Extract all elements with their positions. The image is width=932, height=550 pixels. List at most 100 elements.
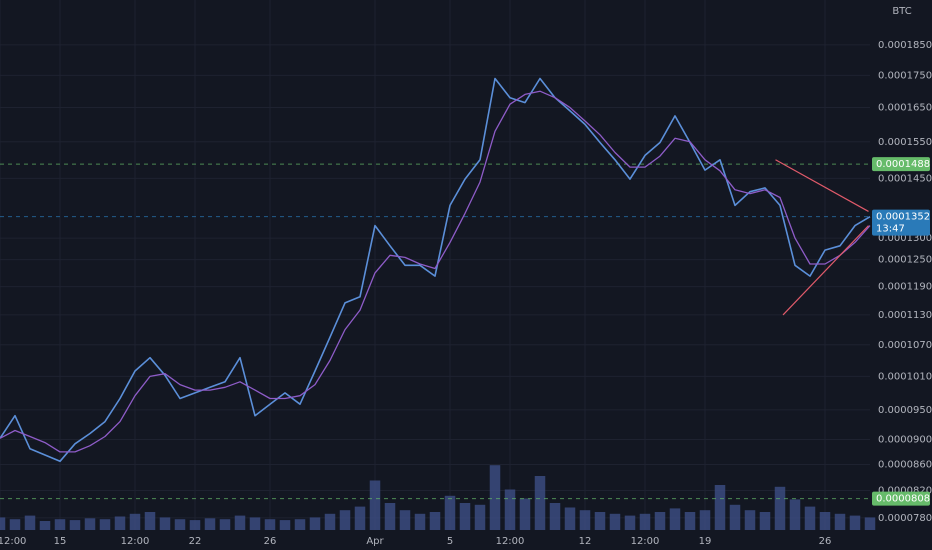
volume-bar xyxy=(114,516,126,530)
y-tick-label: 0.0001750 xyxy=(878,70,932,81)
volume-bar xyxy=(804,506,816,530)
volume-bar xyxy=(294,519,306,530)
volume-bar xyxy=(129,513,141,530)
volume-bar xyxy=(534,476,546,530)
volume-bar xyxy=(84,518,96,530)
volume-bar xyxy=(579,510,591,530)
volume-bar xyxy=(489,465,501,530)
volume-bar xyxy=(459,503,471,530)
volume-bar xyxy=(819,512,831,530)
volume-bar xyxy=(264,519,276,530)
volume-bar xyxy=(339,510,351,530)
volume-bar xyxy=(309,517,321,530)
volume-bar xyxy=(69,520,81,530)
volume-bar xyxy=(429,512,441,530)
volume-bar xyxy=(549,503,561,530)
volume-bar xyxy=(399,510,411,530)
x-tick-label: 12:00 xyxy=(631,536,660,547)
volume-bar xyxy=(444,495,456,530)
y-tick-label: 0.0001650 xyxy=(878,103,932,114)
volume-bar xyxy=(324,513,336,530)
y-tick-label: 0.0001010 xyxy=(878,371,932,382)
volume-bar xyxy=(789,499,801,530)
y-tick-label: 0.0001850 xyxy=(878,40,932,51)
volume-bar xyxy=(354,506,366,530)
price-tag-label: 0.0000808 xyxy=(876,494,930,505)
y-tick-label: 0.0001250 xyxy=(878,255,932,266)
y-tick-label: 0.0001190 xyxy=(878,282,932,293)
volume-bar xyxy=(384,503,396,530)
y-tick-label: 0.0000780 xyxy=(878,513,932,524)
volume-bar xyxy=(9,519,21,530)
volume-bar xyxy=(189,520,201,530)
volume-bar xyxy=(774,486,786,530)
volume-bar xyxy=(24,515,36,530)
x-tick-label: 26 xyxy=(264,536,277,547)
x-tick-label: 12 xyxy=(579,536,592,547)
y-tick-label: 0.0001550 xyxy=(878,137,932,148)
x-tick-label: Apr xyxy=(366,536,384,547)
volume-bar xyxy=(279,520,291,530)
volume-bar xyxy=(204,518,216,530)
y-tick-label: 0.0000860 xyxy=(878,459,932,470)
volume-bar xyxy=(759,512,771,530)
x-tick-label: 12:00 xyxy=(0,536,26,547)
volume-bar xyxy=(834,513,846,530)
price-series xyxy=(0,90,871,453)
volume-bar xyxy=(654,512,666,530)
price-tag-countdown: 13:47 xyxy=(876,224,905,235)
x-tick-label: 5 xyxy=(447,536,453,547)
y-tick-label: 0.0000950 xyxy=(878,405,932,416)
volume-bar xyxy=(594,512,606,530)
volume-bar xyxy=(624,515,636,530)
volume-bar xyxy=(219,519,231,530)
volume-bar xyxy=(669,508,681,530)
x-tick-label: 26 xyxy=(819,536,832,547)
volume-bar xyxy=(159,517,171,530)
trendline xyxy=(775,159,869,212)
volume-bar xyxy=(414,513,426,530)
volume-bar xyxy=(684,512,696,530)
volume-bar xyxy=(369,480,381,530)
x-tick-label: 22 xyxy=(189,536,202,547)
volume-bar xyxy=(99,519,111,530)
price-tag-label: 0.0001352 xyxy=(876,212,930,223)
volume-bar xyxy=(0,517,6,530)
price-tag-label: 0.0001488 xyxy=(876,159,930,170)
price-series xyxy=(0,77,871,463)
y-tick-label: 0.0001450 xyxy=(878,173,932,184)
volume-bar xyxy=(39,521,51,530)
price-tag xyxy=(872,491,930,506)
x-tick-label: 12:00 xyxy=(496,536,525,547)
volume-bar xyxy=(504,489,516,530)
y-tick-label: 0.0001130 xyxy=(878,310,932,321)
volume-bar xyxy=(234,515,246,530)
volume-bar xyxy=(564,507,576,530)
volume-bar xyxy=(714,485,726,530)
y-tick-label: 0.0001300 xyxy=(878,233,932,244)
volume-bar xyxy=(849,515,861,530)
volume-bar xyxy=(249,517,261,530)
price-tag xyxy=(872,209,930,236)
volume-bar xyxy=(174,519,186,530)
trendline xyxy=(782,225,869,316)
y-tick-label: 0.0000900 xyxy=(878,435,932,446)
volume-bar xyxy=(639,513,651,530)
volume-bar xyxy=(474,504,486,530)
y-tick-label: 0.0001070 xyxy=(878,340,932,351)
volume-bar xyxy=(54,519,66,530)
volume-bar xyxy=(519,498,531,530)
volume-bar xyxy=(744,510,756,530)
volume-bar xyxy=(609,513,621,530)
y-tick-label: 0.0000820 xyxy=(878,486,932,497)
currency-label: BTC xyxy=(892,6,911,17)
x-tick-label: 19 xyxy=(699,536,712,547)
volume-bar xyxy=(864,517,876,530)
volume-bar xyxy=(699,510,711,530)
x-tick-label: 12:00 xyxy=(121,536,150,547)
x-tick-label: 15 xyxy=(54,536,67,547)
volume-bar xyxy=(144,512,156,530)
price-tag xyxy=(872,157,930,172)
